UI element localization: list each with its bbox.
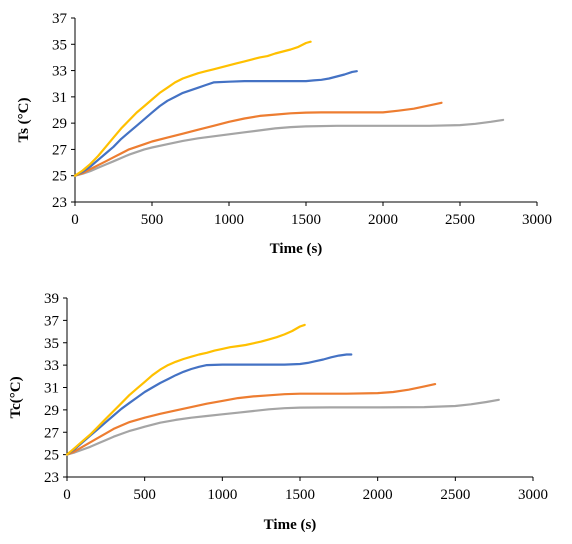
x-tick-label: 1500 xyxy=(291,212,321,228)
y-axis-title: Ts (°C) xyxy=(16,97,32,142)
y-tick-label: 35 xyxy=(52,37,67,53)
series-line-3 xyxy=(65,383,437,456)
y-tick-label: 27 xyxy=(44,425,60,441)
x-tick-label: 1000 xyxy=(207,487,237,503)
series-line-3 xyxy=(73,101,443,177)
series-line-2 xyxy=(73,70,358,177)
y-tick-label: 29 xyxy=(44,403,59,419)
x-tick-label: 0 xyxy=(63,487,71,503)
x-tick-label: 2000 xyxy=(363,487,393,503)
x-axis-title: Time (s) xyxy=(264,517,317,533)
y-tick-label: 39 xyxy=(44,291,59,307)
x-tick-label: 1000 xyxy=(214,212,244,228)
y-axis-title: Tc(°C) xyxy=(8,376,24,418)
series-line-1 xyxy=(73,40,312,177)
y-tick-label: 23 xyxy=(52,195,67,211)
series-line-4 xyxy=(73,118,505,177)
x-tick-label: 2500 xyxy=(440,487,470,503)
series-line-2 xyxy=(65,353,353,456)
x-tick-label: 500 xyxy=(141,212,164,228)
x-tick-label: 2000 xyxy=(368,212,398,228)
y-tick-label: 25 xyxy=(44,448,59,464)
series-line-1 xyxy=(65,323,306,456)
x-tick-label: 3000 xyxy=(522,212,552,228)
x-axis-title: Time (s) xyxy=(270,241,323,257)
x-tick-label: 3000 xyxy=(518,487,548,503)
chart-2: 23 25 27 29 31 33 35 37 39 0 500 1000 1500 2000 2500 30… xyxy=(8,291,548,533)
y-tick-label: 31 xyxy=(52,90,67,106)
y-tick-label: 35 xyxy=(44,336,59,352)
y-tick-label: 31 xyxy=(44,381,59,397)
y-tick-label: 37 xyxy=(52,11,68,27)
x-tick-label: 1500 xyxy=(285,487,315,503)
y-tick-label: 37 xyxy=(44,313,60,329)
series-line-4 xyxy=(65,398,500,456)
chart-1: 23 25 27 29 31 33 35 37 0 500 1000 1500 2000 2500 3000… xyxy=(16,11,552,257)
y-tick-label: 33 xyxy=(44,358,59,374)
y-tick-label: 27 xyxy=(52,142,68,158)
y-tick-label: 33 xyxy=(52,64,67,80)
x-tick-label: 2500 xyxy=(445,212,475,228)
x-tick-label: 0 xyxy=(71,212,79,228)
y-tick-label: 23 xyxy=(44,470,59,486)
x-tick-label: 500 xyxy=(133,487,156,503)
y-tick-label: 25 xyxy=(52,169,67,185)
y-tick-label: 29 xyxy=(52,116,67,132)
